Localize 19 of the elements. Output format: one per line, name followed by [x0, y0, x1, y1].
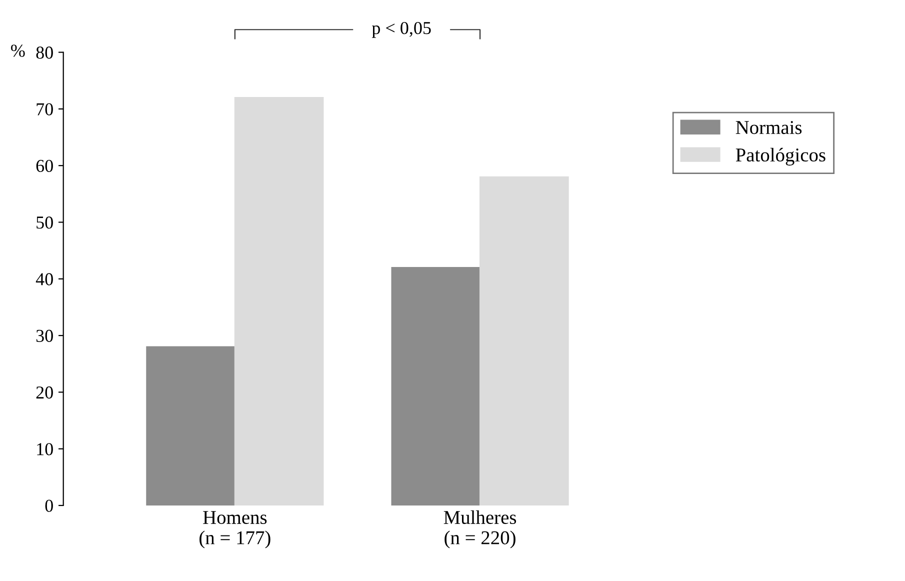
y-tick-label: 70	[36, 103, 53, 116]
bar	[234, 97, 324, 506]
y-tick-label: 0	[45, 500, 53, 512]
legend-label: Normais	[736, 121, 802, 134]
bar	[479, 176, 569, 506]
y-tick-label: 60	[36, 160, 53, 172]
y-tick-label: 50	[36, 216, 53, 229]
x-tick-label: Mulheres (n = 220)	[444, 510, 516, 548]
bar	[391, 266, 481, 506]
y-tick-label: 80	[36, 46, 53, 59]
y-tick-label: 40	[36, 273, 53, 286]
legend-label: Patológicos	[736, 148, 826, 166]
text: p < 0,05	[372, 22, 431, 38]
x-tick-label: Homens (n = 177)	[200, 511, 270, 548]
bar	[146, 346, 236, 506]
y-axis-title: %	[11, 44, 25, 57]
y-tick-label: 30	[36, 330, 53, 342]
y-tick-label: 20	[36, 386, 53, 399]
y-tick-label: 10	[37, 443, 53, 456]
